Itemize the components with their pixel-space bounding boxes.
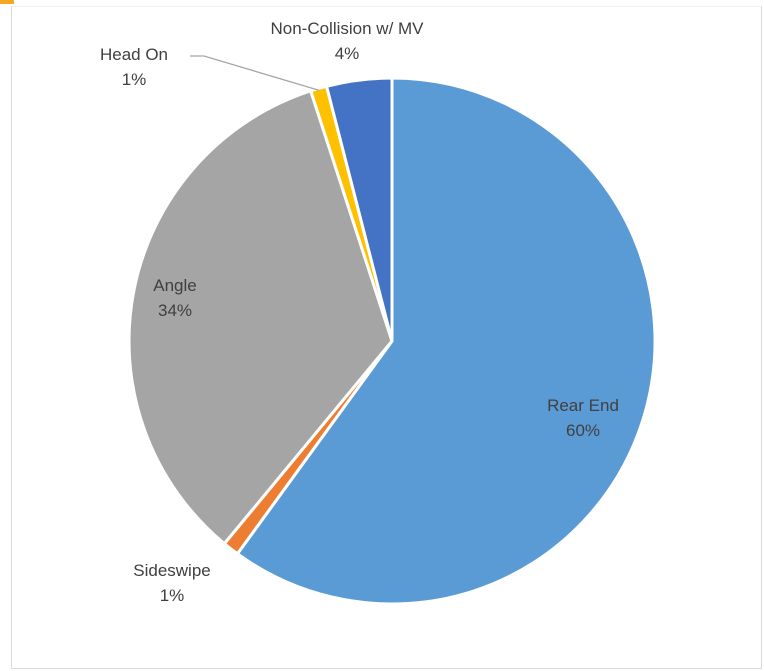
pie-slice-non-collision-w-mv (325, 76, 394, 343)
slice-percent-head-on: 1% (122, 70, 147, 89)
leader-line-head-on (190, 55, 320, 92)
slice-percent-sideswipe: 1% (160, 586, 185, 605)
slice-percent-non-collision-w-mv: 4% (335, 44, 360, 63)
leader-lines (190, 55, 320, 92)
pie-slices (127, 76, 657, 606)
corner-accent-mark (0, 0, 14, 4)
slice-label-non-collision-w-mv: Non-Collision w/ MV (270, 19, 424, 38)
slice-percent-angle: 34% (158, 301, 192, 320)
slice-label-angle: Angle (153, 276, 196, 295)
slice-label-rear-end: Rear End (547, 396, 619, 415)
pie-slice-rear-end (235, 76, 657, 606)
slice-label-sideswipe: Sideswipe (133, 561, 211, 580)
slice-percent-rear-end: 60% (566, 421, 600, 440)
pie-slice-angle (127, 89, 394, 546)
data-labels: Rear End 60% Sideswipe 1% Angle 34% Head On 1% N… (100, 19, 619, 605)
slice-label-head-on: Head On (100, 45, 168, 64)
